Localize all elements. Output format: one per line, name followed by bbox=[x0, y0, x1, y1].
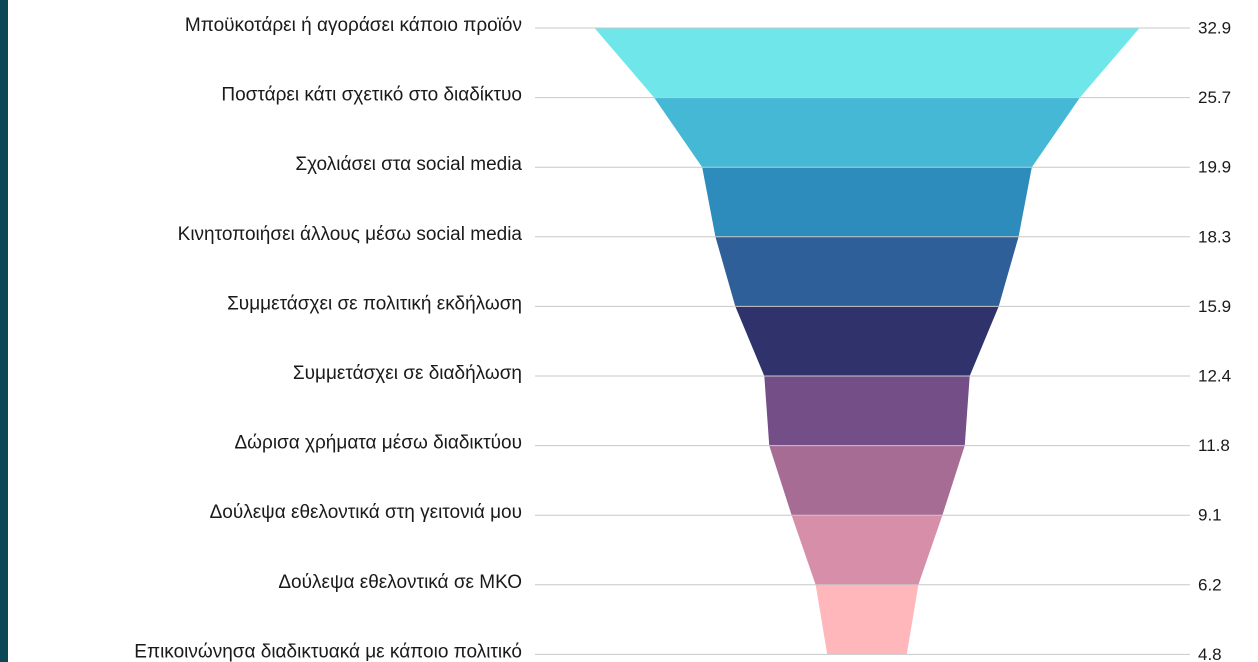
edge-strip bbox=[0, 0, 8, 662]
category-label: Δώρισα χρήματα μέσω διαδικτύου bbox=[234, 433, 522, 454]
category-label: Κινητοποιήσει άλλους μέσω social media bbox=[178, 224, 523, 245]
funnel-segment bbox=[654, 97, 1080, 168]
value-label: 6.2 bbox=[1198, 575, 1222, 594]
value-label: 18.3 bbox=[1198, 227, 1231, 246]
category-label: Επικοινώνησα διαδικτυακά με κάποιο πολιτ… bbox=[134, 641, 522, 662]
funnel-segment bbox=[791, 515, 943, 585]
funnel-segment bbox=[764, 376, 970, 446]
value-label: 12.4 bbox=[1198, 366, 1231, 385]
funnel-segment bbox=[702, 167, 1032, 237]
category-label: Δούλεψα εθελοντικά στη γειτονιά μου bbox=[210, 502, 522, 523]
value-label: 19.9 bbox=[1198, 158, 1231, 177]
funnel-segment bbox=[715, 236, 1019, 307]
funnel-segment bbox=[594, 28, 1140, 98]
funnel-segment bbox=[735, 306, 999, 376]
value-label: 9.1 bbox=[1198, 506, 1222, 525]
funnel-segment bbox=[769, 445, 965, 516]
category-label: Δούλεψα εθελοντικά σε ΜΚΟ bbox=[278, 572, 522, 593]
value-label: 25.7 bbox=[1198, 88, 1231, 107]
category-label: Ποστάρει κάτι σχετικό στο διαδίκτυο bbox=[221, 85, 522, 106]
value-label: 4.8 bbox=[1198, 645, 1222, 662]
category-label: Συμμετάσχει σε διαδήλωση bbox=[293, 363, 522, 384]
category-label: Συμμετάσχει σε πολιτική εκδήλωση bbox=[227, 293, 522, 314]
category-label: Μποϋκοτάρει ή αγοράσει κάποιο προϊόν bbox=[185, 15, 522, 36]
value-label: 15.9 bbox=[1198, 297, 1231, 316]
value-label: 32.9 bbox=[1198, 18, 1231, 37]
funnel-segment bbox=[815, 584, 919, 655]
value-label: 11.8 bbox=[1198, 436, 1230, 455]
category-label: Σχολιάσει στα social media bbox=[295, 154, 522, 175]
